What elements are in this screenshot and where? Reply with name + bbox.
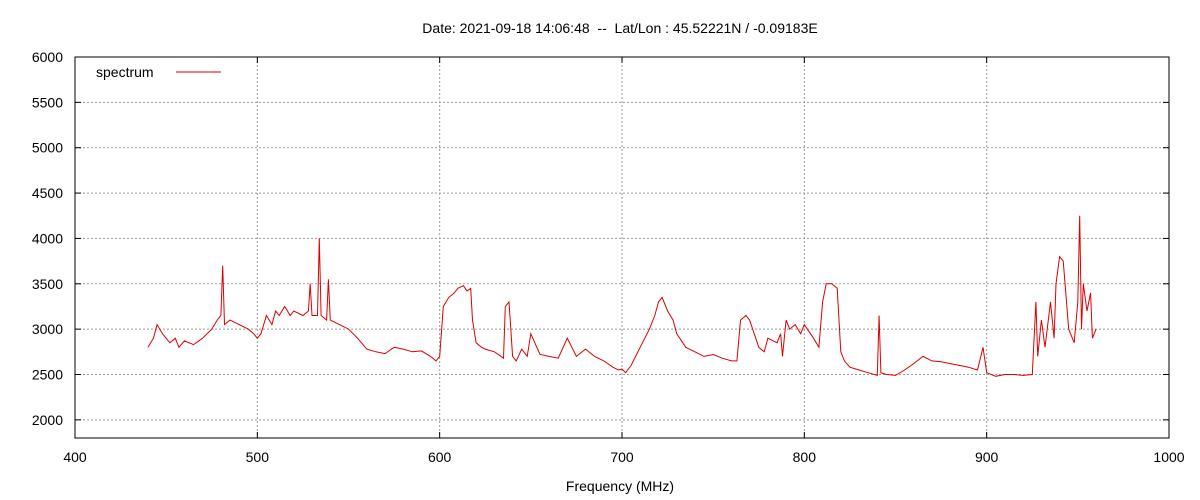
y-tick-label: 3000 (32, 321, 63, 337)
legend: spectrum (96, 64, 221, 80)
y-tick-label: 6000 (32, 49, 63, 65)
y-tick-label: 3500 (32, 276, 63, 292)
axis-ticks: 400 500 600 700 800 900 1000 2000 2500 3000 3500 40… (32, 49, 1185, 465)
x-tick-label: 900 (975, 449, 999, 465)
y-tick-label: 2000 (32, 412, 63, 428)
x-tick-label: 700 (610, 449, 634, 465)
x-axis-label: Frequency (MHz) (566, 478, 674, 494)
x-tick-label: 1000 (1153, 449, 1184, 465)
y-tick-label: 4500 (32, 185, 63, 201)
grid-lines (75, 57, 1169, 438)
y-tick-label: 5500 (32, 94, 63, 110)
chart-title: Date: 2021-09-18 14:06:48 -- Lat/Lon : 4… (422, 20, 817, 36)
x-tick-label: 400 (63, 449, 87, 465)
x-tick-label: 500 (246, 449, 270, 465)
series-line-spectrum (147, 215, 1097, 377)
y-tick-label: 4000 (32, 230, 63, 246)
x-tick-label: 600 (428, 449, 452, 465)
legend-label-spectrum: spectrum (96, 64, 154, 80)
y-tick-label: 2500 (32, 367, 63, 383)
x-tick-label: 800 (793, 449, 817, 465)
y-tick-label: 5000 (32, 140, 63, 156)
